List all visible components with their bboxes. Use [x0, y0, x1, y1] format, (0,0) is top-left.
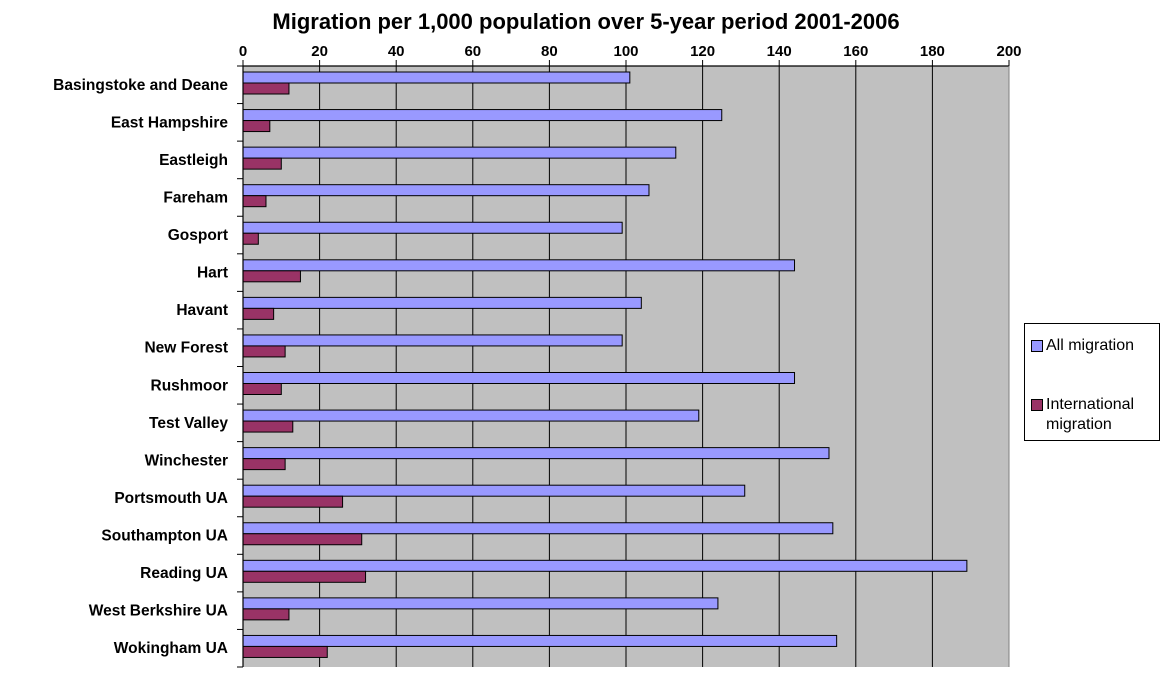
bar-international-migration: [242, 195, 267, 208]
category-label: Basingstoke and Deane: [53, 77, 228, 94]
bar-all-migration: [242, 522, 834, 535]
x-tick-label: 40: [388, 43, 405, 60]
axes: [237, 60, 1010, 668]
bar-international-migration: [242, 270, 301, 283]
x-tick-label: 100: [613, 43, 638, 60]
bar-all-migration: [242, 409, 700, 422]
bar-all-migration: [242, 146, 677, 159]
legend-swatch-all-migration: [1031, 340, 1043, 352]
chart-title: Migration per 1,000 population over 5-ye…: [272, 9, 899, 34]
category-label: New Forest: [144, 340, 228, 357]
category-label: Southampton UA: [101, 528, 228, 545]
category-label: East Hampshire: [111, 114, 229, 131]
legend: All migration International migration: [1024, 323, 1160, 441]
bar-international-migration: [242, 120, 271, 133]
category-label: West Berkshire UA: [89, 603, 228, 620]
legend-swatch-international-migration: [1031, 399, 1043, 411]
category-label: Winchester: [145, 452, 228, 469]
category-label: Hart: [197, 265, 228, 282]
x-tick-label: 0: [239, 43, 247, 60]
x-tick-label: 200: [996, 43, 1021, 60]
bar-all-migration: [242, 259, 796, 272]
bar-all-migration: [242, 296, 642, 309]
bar-all-migration: [242, 372, 796, 384]
bar-all-migration: [242, 184, 650, 197]
x-tick-label: 60: [464, 43, 481, 60]
category-label: Rushmoor: [151, 377, 229, 394]
x-tick-label: 120: [690, 43, 715, 60]
bar-all-migration: [242, 71, 631, 84]
bar-international-migration: [242, 608, 290, 621]
bar-international-migration: [242, 645, 328, 658]
bar-international-migration: [242, 570, 367, 583]
bar-all-migration: [242, 634, 838, 647]
bar-international-migration: [242, 345, 286, 358]
category-label: Fareham: [163, 189, 228, 206]
bar-international-migration: [242, 533, 363, 546]
bar-international-migration: [242, 157, 282, 170]
x-tick-label: 140: [767, 43, 792, 60]
category-label: Reading UA: [140, 565, 228, 582]
category-label: Wokingham UA: [114, 640, 228, 657]
legend-label-all-migration: All migration: [1046, 337, 1135, 354]
tick-labels: 0 20 40 60 80 100 120 140 160 180 200: [239, 43, 1022, 60]
bar-all-migration: [242, 334, 623, 347]
x-tick-label: 160: [843, 43, 868, 60]
category-label: Test Valley: [149, 415, 228, 432]
legend-label-international-migration: International migration: [1046, 396, 1135, 433]
category-label: Havant: [176, 302, 228, 319]
bar-international-migration: [242, 232, 259, 245]
bar-international-migration: [242, 82, 290, 95]
bars: [242, 71, 968, 658]
bar-all-migration: [242, 109, 723, 122]
bar-all-migration: [242, 597, 719, 610]
bar-international-migration: [242, 420, 294, 433]
category-label: Portsmouth UA: [114, 490, 228, 507]
bar-international-migration: [242, 307, 275, 320]
category-label: Eastleigh: [159, 152, 228, 169]
bar-international-migration: [242, 495, 344, 508]
x-tick-label: 180: [920, 43, 945, 60]
bar-international-migration: [242, 458, 286, 471]
bar-all-migration: [242, 447, 830, 460]
category-labels: Basingstoke and Deane East Hampshire Eastl…: [53, 77, 228, 657]
legend-item-all-migration: All migration: [1031, 336, 1134, 356]
bar-all-migration: [242, 221, 623, 234]
bar-all-migration: [242, 559, 968, 572]
bar-all-migration: [242, 484, 746, 497]
bar-international-migration: [242, 383, 282, 395]
legend-item-international-migration: International migration: [1031, 395, 1134, 435]
x-tick-label: 20: [311, 43, 328, 60]
x-tick-label: 80: [541, 43, 558, 60]
category-label: Gosport: [168, 227, 228, 244]
